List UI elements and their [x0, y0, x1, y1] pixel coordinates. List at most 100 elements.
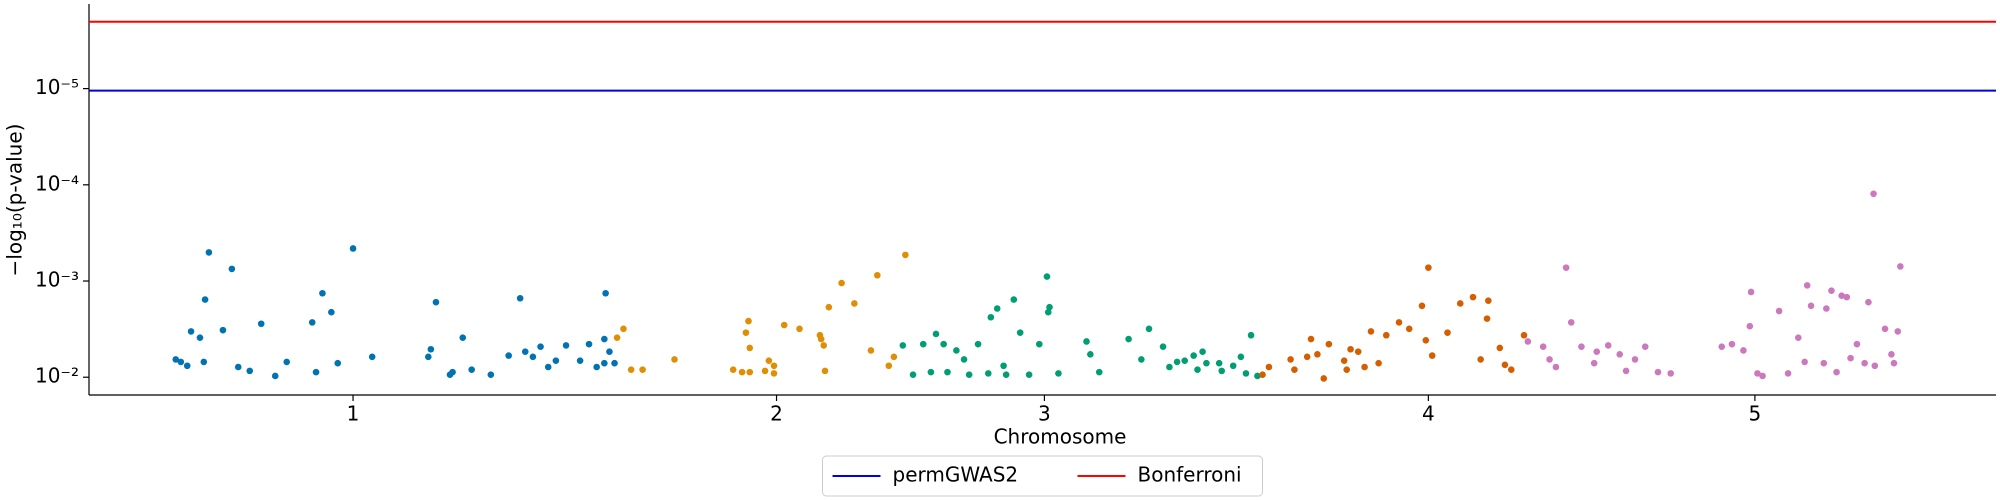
point	[745, 317, 752, 325]
point	[1325, 340, 1333, 348]
point	[902, 251, 909, 259]
point	[427, 345, 435, 353]
point	[1861, 359, 1868, 367]
point	[1590, 359, 1598, 367]
point	[1853, 340, 1861, 348]
point	[1485, 297, 1492, 304]
point	[874, 271, 881, 279]
point	[1833, 368, 1840, 376]
point	[1616, 351, 1624, 358]
point	[1759, 372, 1766, 380]
point	[1145, 325, 1153, 333]
point	[1524, 338, 1532, 345]
legend-label: Bonferroni	[1138, 463, 1242, 487]
point	[1847, 354, 1854, 362]
point	[1016, 329, 1024, 336]
x-tick-label: 2	[770, 402, 783, 426]
point	[825, 303, 833, 311]
point	[1578, 343, 1585, 350]
point	[1291, 366, 1298, 373]
point	[1254, 372, 1261, 380]
point	[1395, 319, 1403, 326]
point	[1803, 282, 1811, 289]
point	[1044, 308, 1052, 316]
point	[1562, 264, 1570, 271]
point	[257, 320, 265, 328]
point	[601, 359, 608, 367]
point	[1055, 370, 1062, 377]
point	[200, 358, 208, 366]
point	[944, 368, 951, 376]
point	[1654, 368, 1662, 376]
y-tick-label: 10⁻³	[35, 268, 79, 292]
point	[1641, 343, 1649, 350]
point	[1265, 363, 1273, 371]
point	[205, 249, 213, 256]
point	[974, 340, 982, 348]
point	[820, 342, 828, 349]
point	[1340, 357, 1348, 364]
point	[1667, 370, 1675, 377]
point	[521, 348, 529, 356]
point	[1159, 343, 1167, 350]
point	[932, 330, 940, 338]
point	[984, 370, 992, 377]
point	[1199, 348, 1206, 356]
point	[1190, 352, 1197, 359]
point	[552, 357, 560, 364]
point	[987, 313, 995, 321]
point	[1507, 366, 1515, 373]
point	[627, 366, 635, 373]
point	[611, 359, 618, 367]
point	[770, 370, 778, 377]
point	[1747, 288, 1755, 296]
point	[319, 289, 326, 297]
point	[1888, 351, 1895, 358]
point	[1036, 340, 1043, 348]
point	[1046, 303, 1053, 311]
point	[1871, 362, 1879, 370]
x-axis-label: Chromosome	[994, 425, 1127, 449]
point	[1087, 351, 1094, 358]
point	[1173, 358, 1181, 366]
point	[1754, 370, 1761, 377]
point	[1382, 331, 1390, 339]
point	[1125, 335, 1132, 343]
point	[449, 368, 456, 376]
point	[459, 334, 467, 341]
point	[516, 294, 524, 302]
point	[639, 366, 646, 373]
point	[1422, 336, 1430, 344]
legend-label: permGWAS2	[893, 463, 1019, 487]
point	[729, 366, 737, 373]
point	[1604, 342, 1612, 349]
point	[1718, 343, 1726, 350]
point	[505, 352, 512, 359]
point	[334, 359, 342, 367]
point	[1546, 356, 1553, 363]
point	[271, 372, 279, 380]
point	[796, 325, 803, 333]
point	[965, 371, 973, 378]
point	[960, 356, 968, 363]
point	[172, 356, 180, 363]
point	[742, 329, 750, 336]
point	[770, 362, 778, 370]
point	[1181, 357, 1189, 364]
point	[1166, 363, 1173, 371]
point	[425, 353, 432, 361]
point	[544, 363, 552, 371]
point	[1203, 359, 1210, 367]
point	[1483, 315, 1491, 322]
point	[1002, 371, 1010, 378]
point	[993, 305, 1001, 312]
point	[1287, 356, 1294, 363]
point	[1215, 359, 1223, 367]
point	[537, 343, 544, 350]
point	[177, 358, 185, 366]
point	[1746, 322, 1754, 330]
point	[940, 340, 947, 348]
point	[529, 353, 537, 361]
point	[1247, 331, 1255, 339]
point	[601, 335, 608, 343]
